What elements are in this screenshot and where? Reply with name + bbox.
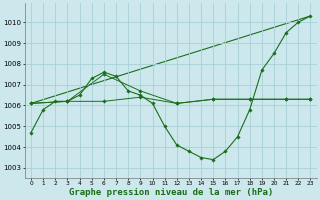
X-axis label: Graphe pression niveau de la mer (hPa): Graphe pression niveau de la mer (hPa) [68, 188, 273, 197]
